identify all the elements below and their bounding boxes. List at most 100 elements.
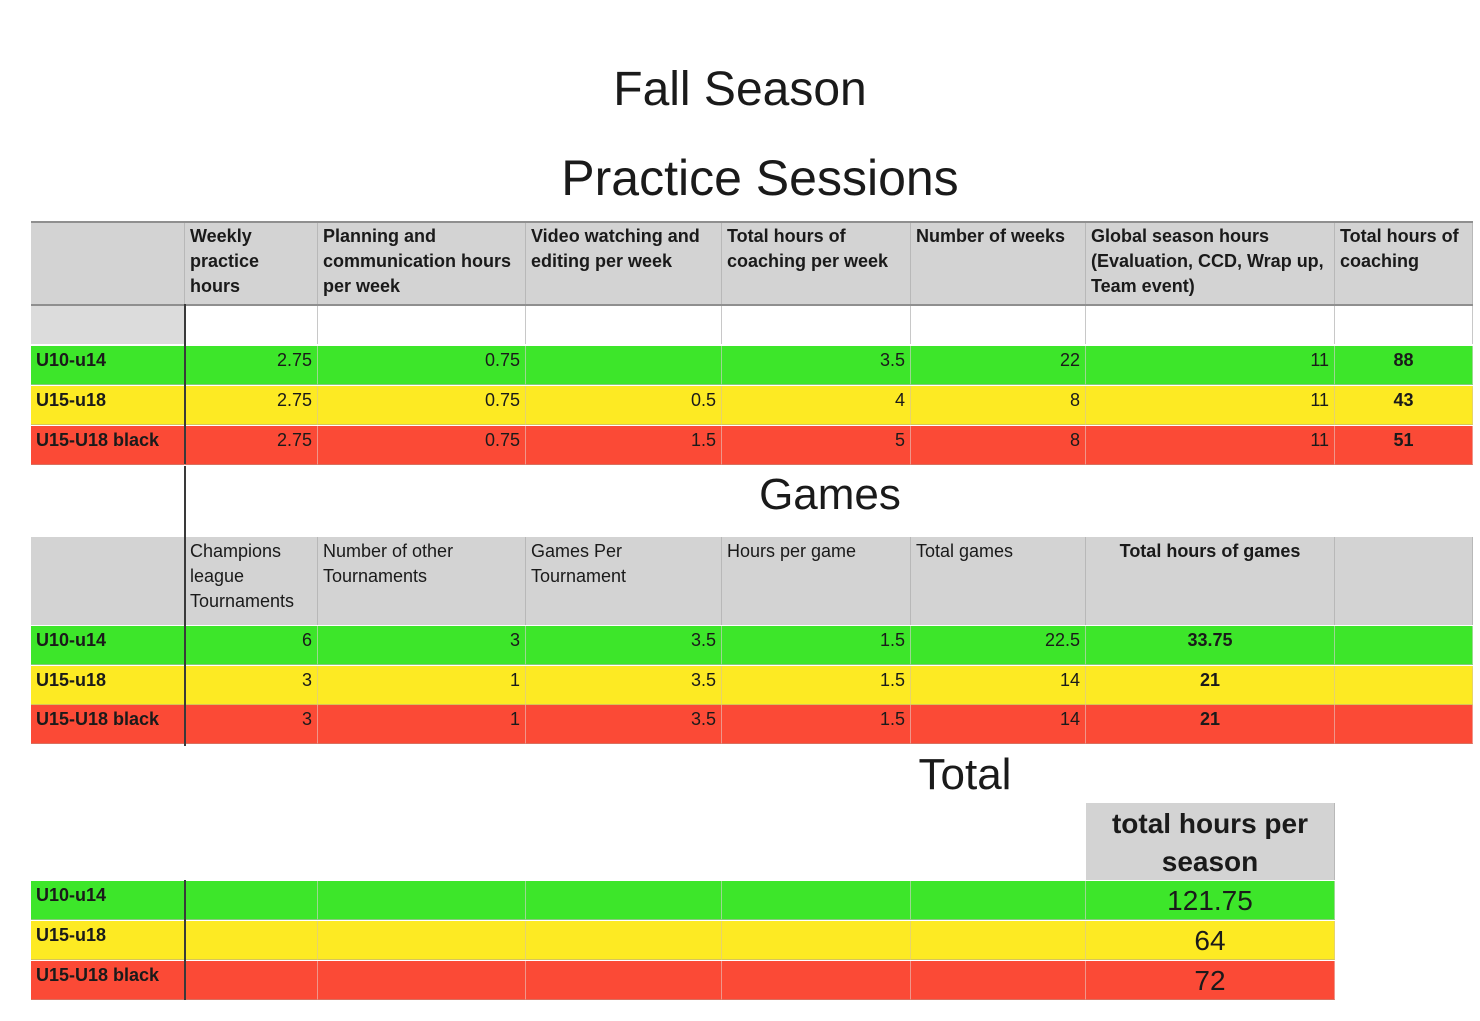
practice-spacer-cell [911,306,1086,344]
practice-cell: 51 [1335,426,1473,465]
total-value: 64 [1086,921,1335,960]
games-cell: 3.5 [526,626,722,665]
games-cell: 14 [911,705,1086,744]
practice-sessions-title: Practice Sessions [561,150,959,206]
practice-header-4: Number of weeks [911,222,1086,304]
total-row-label: U15-u18 [31,921,185,960]
practice-spacer-cell [318,306,526,344]
games-cell: 3 [318,626,526,665]
practice-spacer-cell [1086,306,1335,344]
total-empty-cell [722,921,911,960]
practice-cell: 2.75 [185,386,318,425]
total-row-label: U15-U18 black [31,961,185,1000]
practice-spacer-cell [722,306,911,344]
total-empty-cell [185,881,318,920]
practice-cell: 4 [722,386,911,425]
games-cell: 3.5 [526,705,722,744]
games-cell [1335,666,1473,705]
games-cell: 22.5 [911,626,1086,665]
total-empty-cell [526,881,722,920]
games-row-label: U10-u14 [31,626,185,665]
games-header-6 [1335,537,1473,625]
games-cell: 1.5 [722,626,911,665]
practice-cell: 5 [722,426,911,465]
games-row-label: U15-U18 black [31,705,185,744]
grid-line [31,304,1473,306]
games-header-3: Hours per game [722,537,911,625]
practice-cell: 8 [911,426,1086,465]
practice-header-1: Planning and communication hours per wee… [318,222,526,304]
games-cell: 6 [185,626,318,665]
practice-header-5: Global season hours (Evaluation, CCD, Wr… [1086,222,1335,304]
games-row-label: U15-u18 [31,666,185,705]
total-row-label: U10-u14 [31,881,185,920]
total-empty-cell [318,961,526,1000]
total-empty-cell [722,881,911,920]
games-cell: 1.5 [722,705,911,744]
games-header-2: Games Per Tournament [526,537,722,625]
games-cell: 1 [318,666,526,705]
total-empty-cell [185,961,318,1000]
games-cell [1335,705,1473,744]
total-header: total hours per season [1086,803,1335,880]
total-empty-cell [526,921,722,960]
grid-line [184,304,186,464]
games-cell: 3.5 [526,666,722,705]
grid-line [31,221,1473,223]
games-title: Games [759,470,901,519]
total-empty-cell [722,961,911,1000]
practice-row-label: U15-u18 [31,386,185,425]
practice-cell: 0.5 [526,386,722,425]
practice-cell: 1.5 [526,426,722,465]
total-empty-cell [911,961,1086,1000]
total-value: 72 [1086,961,1335,1000]
practice-cell: 0.75 [318,386,526,425]
games-header-5: Total hours of games [1086,537,1335,625]
practice-spacer-label [31,306,185,344]
games-cell: 1.5 [722,666,911,705]
practice-header-2: Video watching and editing per week [526,222,722,304]
total-empty-cell [318,921,526,960]
practice-cell: 11 [1086,386,1335,425]
practice-spacer-cell [1335,306,1473,344]
grid-line [184,466,186,746]
games-cell: 1 [318,705,526,744]
total-value: 121.75 [1086,881,1335,920]
total-empty-cell [526,961,722,1000]
practice-cell: 0.75 [318,346,526,385]
practice-cell: 8 [911,386,1086,425]
games-cell: 3 [185,666,318,705]
practice-cell: 11 [1086,346,1335,385]
games-header-0: Champions league Tournaments [185,537,318,625]
practice-header-0: Weekly practice hours [185,222,318,304]
practice-row-label: U15-U18 black [31,426,185,465]
games-header-1: Number of other Tournaments [318,537,526,625]
games-header-4: Total games [911,537,1086,625]
games-cell: 21 [1086,705,1335,744]
practice-header-6: Total hours of coaching [1335,222,1473,304]
practice-cell: 2.75 [185,346,318,385]
season-title: Fall Season [613,63,867,116]
grid-line [184,880,186,1000]
games-cell: 21 [1086,666,1335,705]
practice-spacer-cell [526,306,722,344]
total-empty-cell [185,921,318,960]
games-header-corner [31,537,185,625]
total-title: Total [918,750,1012,799]
practice-cell: 88 [1335,346,1473,385]
practice-cell: 43 [1335,386,1473,425]
practice-cell [526,346,722,385]
practice-cell: 22 [911,346,1086,385]
total-empty-cell [911,921,1086,960]
games-cell [1335,626,1473,665]
total-empty-cell [318,881,526,920]
practice-header-3: Total hours of coaching per week [722,222,911,304]
practice-row-label: U10-u14 [31,346,185,385]
practice-cell: 3.5 [722,346,911,385]
games-cell: 14 [911,666,1086,705]
total-empty-cell [911,881,1086,920]
practice-spacer-cell [185,306,318,344]
games-cell: 3 [185,705,318,744]
practice-header-corner [31,222,185,304]
practice-cell: 11 [1086,426,1335,465]
